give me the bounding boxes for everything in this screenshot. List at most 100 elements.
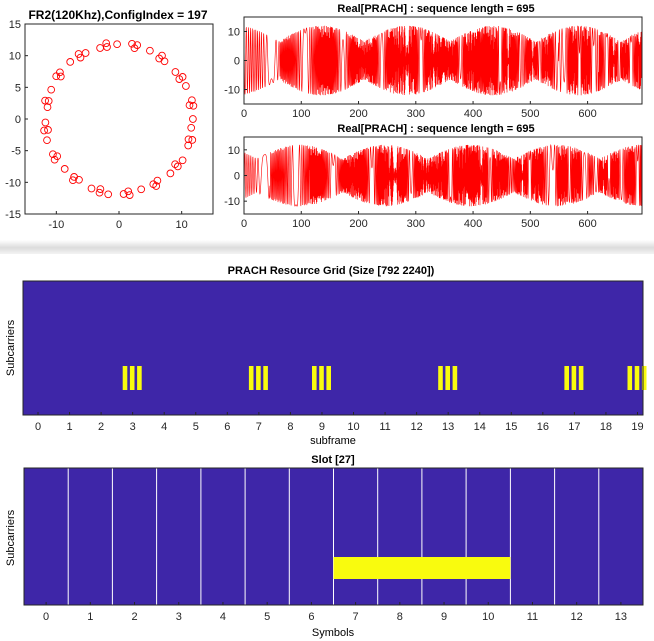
slot-grid-title: Slot [27] [311, 454, 355, 466]
constellation-point [124, 187, 133, 196]
constellation-point [152, 182, 161, 190]
slot-grid-axes-box [23, 467, 644, 606]
constellation-point [56, 72, 65, 81]
resource-grid-xtick-label: 14 [474, 421, 486, 433]
resource-grid-xtick-label: 10 [347, 421, 359, 433]
constellation-point [158, 51, 166, 60]
resource-grid-xtick-label: 6 [224, 421, 230, 433]
resource-grid-xlabel: subframe [310, 435, 356, 447]
constellation-plot: FR2(120Khz),ConfigIndex = 197 -10 0 10 15 10… [5, 8, 214, 231]
constellation-point [52, 72, 61, 81]
constellation-points [40, 39, 198, 199]
real-prach-xtick-label: 200 [349, 108, 367, 120]
real-prach-xtick-label: 600 [578, 108, 596, 120]
constellation-point [166, 169, 175, 178]
constellation-point [44, 126, 52, 134]
constellation-point [87, 184, 96, 193]
real-prach-xtick-label: 0 [241, 218, 247, 230]
constellation-point [171, 160, 179, 169]
real-prach-ytick-label: 10 [228, 145, 240, 157]
constellation-point [137, 185, 146, 194]
resource-grid-prach-bar [256, 366, 261, 390]
resource-grid-xtick-label: 1 [66, 421, 72, 433]
resource-grid-ticks: 0 1 2 3 4 5 6 7 8 9 10 11 12 13 14 15 16 17 18 19 [35, 412, 644, 433]
slot-grid-xtick-label: 3 [176, 611, 182, 623]
slot-grid-xtick-label: 13 [615, 611, 627, 623]
resource-grid-prach-bar [452, 366, 458, 390]
real-prach-xtick-label: 100 [292, 108, 310, 120]
slot-grid-plot: Slot [27] 0 1 2 3 4 5 6 7 8 9 10 11 12 13 Symbols Sub… [5, 454, 644, 639]
constellation-point [40, 126, 48, 135]
constellation-point [155, 54, 164, 63]
constellation-point [69, 176, 77, 185]
constellation-point [188, 96, 196, 105]
slot-grid-xtick-label: 10 [482, 611, 494, 623]
constellation-point [173, 162, 182, 171]
resource-grid-prach-bar [564, 366, 569, 390]
constellation-point [50, 155, 59, 164]
real-prach-plot-1: Real[PRACH] : sequence length = 695 0 100… [224, 3, 643, 121]
constellation-point [146, 46, 154, 55]
resource-grid-prach-bar [129, 366, 135, 390]
real-prach-title-1: Real[PRACH] : sequence length = 695 [337, 3, 534, 15]
real-prach-xtick-label: 400 [464, 218, 482, 230]
resource-grid-prach-blocks [122, 366, 647, 390]
constellation-point [184, 135, 193, 144]
constellation-point [76, 53, 85, 62]
constellation-point [41, 96, 49, 105]
constellation-point [49, 150, 57, 159]
resource-grid-xtick-label: 8 [287, 421, 293, 433]
constellation-point [60, 165, 69, 173]
real-prach-xtick-label: 300 [407, 218, 425, 230]
constellation-point [95, 188, 104, 197]
resource-grid-prach-bar [263, 366, 268, 390]
real-prach-xtick-label: 600 [578, 218, 596, 230]
resource-grid-prach-bar [627, 366, 633, 390]
constellation-point [189, 101, 198, 110]
constellation-ytick-label: 5 [15, 82, 21, 94]
resource-grid-prach-bar [326, 366, 331, 390]
slot-grid-ylabel: Subcarriers [5, 509, 17, 566]
resource-grid-prach-bar [641, 366, 647, 390]
constellation-point [41, 118, 50, 127]
slot-grid-ticks: 0 1 2 3 4 5 6 7 8 9 10 11 12 13 [43, 602, 627, 623]
constellation-point [96, 44, 104, 52]
figure-separator [0, 240, 654, 254]
constellation-xtick-label: 10 [176, 219, 188, 231]
constellation-point [102, 39, 111, 48]
constellation-xtick-label: 0 [116, 219, 122, 231]
resource-grid-xtick-label: 12 [411, 421, 423, 433]
constellation-point [182, 82, 190, 90]
resource-grid-xtick-label: 4 [161, 421, 167, 433]
real-prach-ytick-label: -10 [224, 196, 240, 208]
resource-grid-prach-bar [122, 366, 128, 390]
constellation-xtick-label: -10 [48, 219, 64, 231]
constellation-point [185, 101, 194, 110]
constellation-point [47, 85, 56, 94]
resource-grid-prach-bar [445, 366, 450, 390]
constellation-point [153, 176, 162, 185]
constellation-point [96, 185, 105, 193]
resource-grid-prach-bar [438, 366, 443, 390]
resource-grid-prach-bar [634, 366, 640, 390]
constellation-point [178, 156, 187, 165]
slot-grid-xtick-label: 0 [43, 611, 49, 623]
slot-grid-xlabel: Symbols [312, 627, 355, 639]
constellation-point [125, 191, 134, 199]
resource-grid-xtick-label: 5 [193, 421, 199, 433]
slot-grid-prach-block [333, 557, 511, 579]
real-prach-xtick-label: 100 [292, 218, 310, 230]
resource-grid-xtick-label: 7 [256, 421, 262, 433]
resource-grid-prach-bar [319, 366, 324, 390]
resource-grid-background [23, 281, 643, 415]
real-prach-trace [243, 25, 643, 96]
constellation-point [66, 58, 75, 66]
constellation-point [189, 115, 197, 123]
real-prach-line-2 [243, 143, 643, 207]
constellation-point [113, 40, 121, 49]
real-prach-ytick-label: 0 [234, 171, 240, 183]
slot-grid-xtick-label: 5 [264, 611, 270, 623]
constellation-ytick-label: 0 [15, 114, 21, 126]
